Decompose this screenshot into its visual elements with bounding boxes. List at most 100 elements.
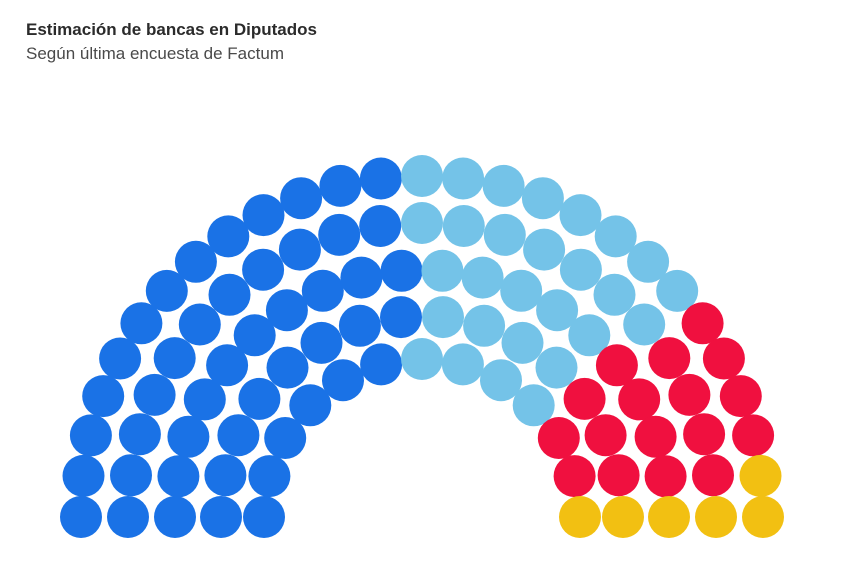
seat-party-1 xyxy=(280,177,323,220)
seat-party-1 xyxy=(204,454,247,497)
seat-party-4 xyxy=(559,496,601,538)
seat-party-1 xyxy=(340,256,383,299)
seat-party-2 xyxy=(656,269,699,312)
seat-party-1 xyxy=(265,289,308,332)
seat-party-2 xyxy=(568,314,611,357)
seat-party-2 xyxy=(559,248,602,291)
seat-party-3 xyxy=(668,373,711,416)
seat-party-1 xyxy=(360,343,403,386)
seat-party-2 xyxy=(401,155,443,197)
seat-party-2 xyxy=(523,228,566,271)
seat-party-1 xyxy=(322,359,364,402)
seat-party-4 xyxy=(739,454,782,497)
seat-party-1 xyxy=(266,346,309,389)
seat-party-1 xyxy=(207,215,250,258)
seat-party-1 xyxy=(278,228,321,271)
seat-party-2 xyxy=(593,273,636,316)
seat-party-2 xyxy=(401,202,443,244)
seat-party-1 xyxy=(264,417,307,459)
seat-party-1 xyxy=(208,273,251,316)
seat-party-1 xyxy=(153,337,196,380)
seat-party-1 xyxy=(167,415,210,458)
chart-title: Estimación de bancas en Diputados xyxy=(26,20,317,39)
seat-party-1 xyxy=(200,496,242,538)
chart-subtitle: Según última encuesta de Factum xyxy=(26,44,284,63)
seat-party-1 xyxy=(301,269,344,312)
seat-party-1 xyxy=(120,302,163,345)
seat-party-1 xyxy=(82,375,125,418)
seat-party-2 xyxy=(512,384,555,427)
seat-party-1 xyxy=(133,373,176,416)
seat-party-3 xyxy=(644,455,687,498)
seat-party-1 xyxy=(118,413,161,456)
seat-party-2 xyxy=(401,338,443,380)
seat-party-2 xyxy=(422,296,464,339)
seat-party-1 xyxy=(242,248,285,291)
seat-party-2 xyxy=(441,343,484,386)
seat-party-3 xyxy=(732,414,775,457)
seat-party-3 xyxy=(597,454,640,497)
seat-party-1 xyxy=(238,377,281,420)
seat-party-1 xyxy=(242,194,285,237)
seat-party-3 xyxy=(634,415,677,458)
seat-party-1 xyxy=(380,296,422,339)
seat-party-3 xyxy=(563,377,606,420)
seat-party-1 xyxy=(107,496,149,538)
seat-party-3 xyxy=(648,337,691,380)
seat-party-4 xyxy=(695,496,737,538)
seat-party-2 xyxy=(627,240,670,283)
seat-party-3 xyxy=(719,375,762,418)
seat-party-1 xyxy=(99,337,142,380)
seat-party-1 xyxy=(206,344,249,387)
seat-party-3 xyxy=(537,417,580,459)
seat-party-3 xyxy=(683,413,726,456)
seat-party-1 xyxy=(319,164,362,207)
seat-party-1 xyxy=(174,240,217,283)
seat-party-3 xyxy=(584,414,627,457)
seat-party-2 xyxy=(536,289,579,332)
seat-party-3 xyxy=(702,337,745,380)
seat-party-2 xyxy=(500,269,543,312)
seat-party-3 xyxy=(681,302,724,345)
seat-party-2 xyxy=(559,194,602,237)
seat-party-1 xyxy=(248,455,291,498)
seat-party-3 xyxy=(595,344,638,387)
seat-party-2 xyxy=(442,205,485,247)
seat-party-4 xyxy=(648,496,690,538)
seat-party-1 xyxy=(359,157,402,200)
seat-party-1 xyxy=(243,496,285,538)
seat-party-1 xyxy=(359,205,402,247)
seat-party-1 xyxy=(154,496,196,538)
seat-party-2 xyxy=(482,164,525,207)
seat-party-1 xyxy=(338,304,381,347)
seat-party-2 xyxy=(442,157,485,200)
seat-party-1 xyxy=(110,454,152,497)
seat-party-4 xyxy=(742,496,784,538)
seat-party-1 xyxy=(233,314,276,357)
seat-party-2 xyxy=(463,304,506,347)
seat-party-2 xyxy=(535,346,578,389)
seat-party-2 xyxy=(421,249,464,292)
seat-party-3 xyxy=(692,454,734,497)
seat-party-1 xyxy=(380,249,423,292)
seat-party-1 xyxy=(145,269,188,312)
seat-party-1 xyxy=(183,378,226,421)
seat-party-2 xyxy=(461,256,504,299)
seat-party-1 xyxy=(69,414,112,457)
seat-party-2 xyxy=(521,177,564,220)
seat-party-1 xyxy=(157,455,200,498)
seat-party-3 xyxy=(618,378,661,421)
seat-party-1 xyxy=(300,321,343,364)
seat-party-2 xyxy=(483,213,526,256)
seat-party-2 xyxy=(501,321,544,364)
seat-party-2 xyxy=(623,303,666,346)
seat-party-4 xyxy=(602,496,644,538)
seat-party-2 xyxy=(594,215,637,258)
seat-party-1 xyxy=(217,414,260,457)
seat-party-1 xyxy=(62,454,105,497)
seat-party-1 xyxy=(60,496,102,538)
seat-party-1 xyxy=(289,384,332,427)
seat-party-2 xyxy=(480,359,522,402)
seat-party-1 xyxy=(178,303,221,346)
